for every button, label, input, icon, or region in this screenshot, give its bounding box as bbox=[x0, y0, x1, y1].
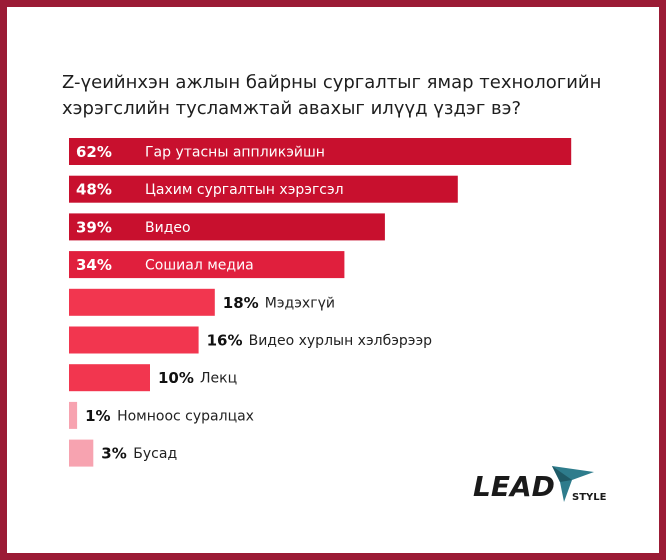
bar-category-label-2: Цахим сургалтын хэрэгсэл bbox=[145, 182, 344, 198]
bar-value-label-1: 62% bbox=[76, 143, 112, 161]
bar-value-label-6: 16% bbox=[207, 332, 243, 350]
bar-category-label-9: Бусад bbox=[133, 446, 177, 462]
bar-value-label-9: 3% bbox=[101, 445, 126, 463]
bar-2 bbox=[69, 175, 458, 203]
bar-1 bbox=[69, 138, 572, 165]
bar-value-label-2: 48% bbox=[76, 181, 112, 199]
bar-category-label-1: Гар утасны аппликэйшн bbox=[145, 145, 325, 161]
bar-4 bbox=[69, 251, 345, 279]
logo-main-text: LEAD bbox=[473, 470, 555, 503]
bar-8 bbox=[69, 401, 78, 429]
bar-value-label-5: 18% bbox=[223, 294, 259, 312]
bar-3 bbox=[69, 213, 385, 241]
bar-value-label-4: 34% bbox=[76, 256, 112, 274]
bar-value-label-7: 10% bbox=[158, 369, 194, 387]
bar-7 bbox=[69, 364, 150, 392]
bar-category-label-3: Видео bbox=[145, 220, 191, 236]
logo-sub-text: STYLE bbox=[572, 492, 607, 503]
bar-9 bbox=[69, 439, 94, 467]
bar-category-label-6: Видео хурлын хэлбэрээр bbox=[249, 333, 433, 349]
bar-category-label-5: Мэдэхгүй bbox=[265, 295, 335, 311]
bar-6 bbox=[69, 326, 199, 354]
logo-swoosh-shade-icon bbox=[552, 466, 572, 482]
bar-value-label-8: 1% bbox=[85, 407, 110, 425]
chart-frame bbox=[7, 7, 659, 553]
bar-category-label-7: Лекц bbox=[200, 371, 237, 387]
chart-title: Z-үеийнхэн ажлын байрны сургалтыг ямар т… bbox=[62, 72, 602, 119]
bar-5 bbox=[69, 288, 215, 316]
bar-value-label-3: 39% bbox=[76, 218, 112, 236]
bar-category-label-4: Сошиал медиа bbox=[145, 258, 254, 274]
bar-category-label-8: Номноос суралцах bbox=[117, 408, 254, 424]
lead-style-logo: LEAD STYLE bbox=[473, 466, 607, 503]
